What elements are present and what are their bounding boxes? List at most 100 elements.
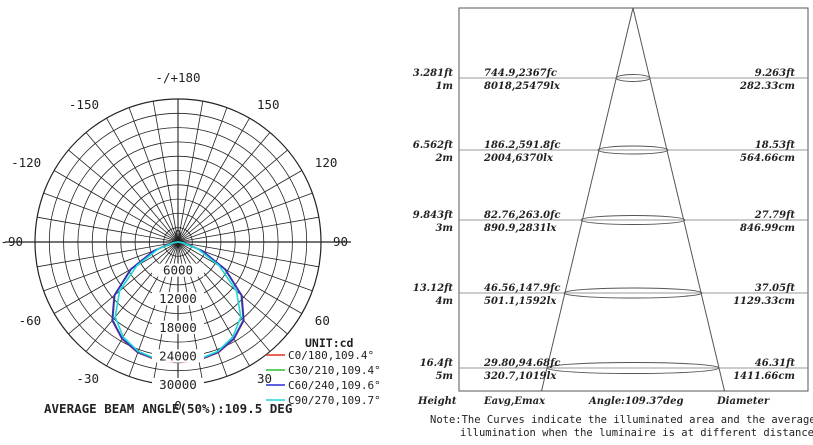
diameter-cm: 1411.66cm (733, 371, 795, 382)
cone-left-edge (541, 7, 634, 392)
grid-spoke (106, 241, 179, 367)
height-m: 1m (435, 81, 453, 92)
radial-tick-label: 30000 (159, 377, 197, 392)
grid-spoke (177, 170, 303, 243)
diameter-ft: 37.05ft (755, 283, 796, 294)
cone-right-edge (632, 7, 725, 392)
footer-eavg: Eavg,Emax (483, 396, 546, 407)
grid-spoke (106, 117, 179, 243)
footer-height: Height (417, 396, 457, 407)
cone-lines (541, 7, 725, 392)
illuminance-fc: 46.56,147.9fc (484, 283, 561, 294)
radial-tick-bg (152, 263, 204, 277)
unit-label: UNIT:cd (305, 336, 354, 350)
illuminance-lx: 2004,6370lx (483, 153, 554, 164)
radial-tick-bg (152, 292, 204, 306)
height-ft: 6.562ft (413, 140, 454, 151)
cone-row: 13.12ft 4m 46.56,147.9fc 501.1,1592lx 37.05f… (413, 283, 808, 307)
height-ft: 9.843ft (413, 210, 454, 221)
angle-label: -60 (19, 313, 42, 328)
angle-label: 150 (257, 97, 280, 112)
radial-tick-bg (152, 349, 204, 363)
radial-tick-bg (152, 320, 204, 334)
radial-tick-label: 24000 (159, 348, 197, 363)
illuminance-lx: 8018,25479lx (484, 81, 561, 92)
illuminance-fc: 82.76,263.0fc (484, 210, 561, 221)
diameter-cm: 564.66cm (740, 153, 795, 164)
illuminance-fc: 744.9,2367fc (484, 68, 557, 79)
grid-spoke (37, 241, 179, 268)
beam-ellipse (597, 145, 669, 155)
grid-spoke (177, 117, 250, 243)
diameter-cm: 1129.33cm (733, 296, 795, 307)
angle-label: 120 (315, 155, 338, 170)
cone-row: 3.281ft 1m 744.9,2367fc 8018,25479lx 9.263ft… (413, 68, 808, 92)
radial-tick-label: 18000 (159, 320, 197, 335)
footer-diameter: Diameter (716, 396, 770, 407)
height-ft: 13.12ft (413, 283, 454, 294)
angle-label: -/+180 (155, 70, 200, 85)
grid-spoke (43, 192, 179, 243)
height-ft: 3.281ft (413, 68, 454, 79)
illuminance-lx: 320.7,1019lx (484, 371, 557, 382)
diameter-ft: 9.263ft (755, 68, 796, 79)
diameter-cm: 846.99cm (740, 223, 795, 234)
grid-spoke (177, 241, 319, 268)
cone-frame (458, 7, 809, 392)
polar-caption: AVERAGE BEAM ANGLE(50%):109.5 DEG (44, 401, 292, 416)
height-m: 5m (435, 371, 453, 382)
angle-label: 30 (257, 371, 272, 386)
legend-label: C0/180,109.4° (288, 349, 374, 362)
illuminance-fc: 29.80,94.68fc (483, 358, 561, 369)
note-line-2: illumination when the luminaire is at di… (460, 427, 813, 439)
cone-rows: 3.281ft 1m 744.9,2367fc 8018,25479lx 9.263ft… (413, 68, 808, 382)
cone-row: 16.4ft 5m 29.80,94.68fc 320.7,1019lx 46.31ft… (420, 358, 808, 382)
polar-labels: 0 30 60 90 120 150 -/+180 -150 -120 -90 -60 -30 0 600… (0, 70, 348, 413)
angle-label: 90 (333, 234, 348, 249)
grid-spoke (177, 107, 228, 243)
radial-tick-bg (152, 378, 204, 391)
height-ft: 16.4ft (420, 358, 454, 369)
height-m: 3m (435, 223, 453, 234)
angle-label: -30 (76, 371, 99, 386)
beam-ellipse (563, 287, 703, 299)
grid-spoke (177, 241, 303, 314)
cone-row: 9.843ft 3m 82.76,263.0fc 890.9,2831lx 27.79f… (413, 210, 808, 234)
legend-label: C30/210,109.4° (288, 364, 381, 377)
grid-spoke (177, 149, 288, 243)
legend-label: C60/240,109.6° (288, 379, 381, 392)
angle-label: -90 (0, 234, 23, 249)
note-line-1: Note:The Curves indicate the illuminated… (430, 414, 813, 426)
grid-spoke (177, 241, 250, 367)
grid-spoke (177, 241, 271, 352)
height-m: 4m (435, 296, 453, 307)
height-m: 2m (434, 153, 453, 164)
diameter-cm: 282.33cm (739, 81, 795, 92)
angle-label: -120 (11, 155, 41, 170)
grid-spoke (177, 216, 319, 243)
cone-row: 6.562ft 2m 186.2,591.8fc 2004,6370lx 18.53ft… (413, 140, 808, 164)
grid-spoke (85, 132, 179, 243)
diameter-ft: 46.31ft (755, 358, 796, 369)
grid-spoke (152, 101, 179, 243)
grid-spoke (53, 170, 179, 243)
beam-ellipse (580, 215, 686, 225)
diameter-ft: 27.79ft (754, 210, 796, 221)
footer-angle: Angle:109.37deg (588, 396, 684, 407)
beam-ellipse (615, 74, 651, 82)
grid-spoke (177, 241, 288, 335)
grid-spoke (177, 101, 204, 243)
angle-label: -150 (69, 97, 99, 112)
grid-spoke (68, 241, 179, 335)
center-label: 0 (174, 228, 181, 242)
angle-label: 60 (315, 313, 330, 328)
grid-spoke (177, 132, 271, 243)
radial-tick-label: 12000 (159, 291, 197, 306)
beam-ellipse (546, 362, 720, 374)
grid-spoke (37, 216, 179, 243)
radial-tick-label: 6000 (163, 263, 193, 278)
illuminance-fc: 186.2,591.8fc (484, 140, 561, 151)
diameter-ft: 18.53ft (755, 140, 796, 151)
cone-footer: Height Eavg,Emax Angle:109.37deg Diamete… (417, 396, 770, 407)
